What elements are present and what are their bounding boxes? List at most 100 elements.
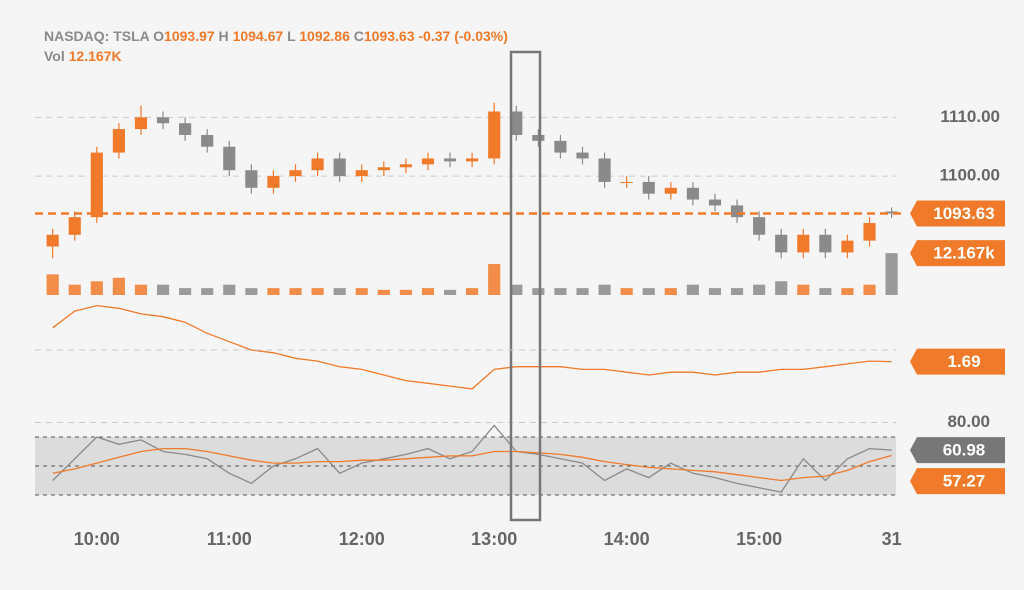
candle-body [775, 234, 788, 253]
y-tick-label: 80.00 [947, 412, 990, 431]
value: 12.167K [68, 48, 122, 64]
volume-bar [90, 281, 103, 295]
candle-body [333, 158, 346, 177]
value: 1093.97 [164, 28, 215, 44]
volume-bar [333, 288, 346, 295]
volume-bar [819, 288, 832, 295]
candle-body [267, 176, 280, 188]
symbol: NASDAQ: TSLA [44, 28, 150, 44]
candle-body [223, 146, 236, 171]
x-tick-label: 10:00 [74, 529, 120, 549]
x-tick-label: 14:00 [604, 529, 650, 549]
volume-bar [355, 288, 368, 295]
candle-body [797, 234, 810, 253]
candle-body [708, 199, 722, 206]
volume-bar [46, 274, 59, 295]
candle-body [399, 164, 412, 168]
volume-bar [488, 264, 501, 295]
key: Vol [44, 48, 65, 64]
value: -0.37 [418, 28, 451, 44]
candle-body [863, 223, 876, 241]
value-badge [910, 468, 1005, 495]
ohlc-line: NASDAQ: TSLA O1093.97 H 1094.67 L 1092.8… [44, 26, 508, 46]
volume-bar [179, 288, 192, 295]
x-tick-label: 13:00 [471, 529, 517, 549]
volume-bar [377, 289, 390, 295]
candle-body [664, 187, 677, 194]
value-badge-label: 60.98 [943, 441, 986, 460]
value-badge [910, 240, 1005, 267]
y-tick-label: 1100.00 [939, 166, 1000, 185]
x-tick-label: 31 [882, 529, 902, 549]
highlight-box [509, 50, 542, 522]
x-tick-label: 11:00 [207, 529, 252, 549]
key: L [287, 28, 296, 44]
candle-body [90, 152, 103, 218]
volume-bar [399, 289, 412, 295]
candle-body [156, 117, 170, 124]
value: (-0.03%) [454, 28, 508, 44]
volume-bar [68, 284, 81, 295]
volume-bar [730, 288, 744, 295]
volume-bar [223, 284, 236, 295]
value-badge-label: 1.69 [947, 352, 980, 371]
candle-body [179, 123, 192, 135]
value-badge [910, 437, 1005, 464]
volume-bar [289, 288, 302, 295]
candle-body [598, 158, 611, 182]
value-badge-label: 12.167k [933, 244, 995, 263]
volume-bar [245, 288, 258, 295]
volume-bar [664, 288, 677, 295]
volume-bar [311, 288, 324, 295]
y-tick-label: 1110.00 [940, 107, 1000, 126]
candle-body [46, 234, 59, 247]
volume-bar [708, 288, 722, 295]
candle-body [68, 217, 81, 235]
candle-body [532, 134, 545, 141]
x-tick-label: 12:00 [339, 529, 385, 549]
volume-bar [863, 284, 876, 295]
volume-bar [466, 288, 479, 295]
candle-body [620, 181, 633, 183]
volume-bar [753, 284, 766, 295]
value-badge-label: 57.27 [943, 472, 986, 491]
value: 1092.86 [299, 28, 350, 44]
volume-bar [134, 284, 148, 295]
rsi-line [52, 424, 892, 493]
candle-body [510, 111, 523, 135]
candle-body [443, 158, 457, 162]
candle-body [686, 187, 699, 200]
volume-bar [112, 277, 125, 295]
value-badge [910, 348, 1005, 375]
volume-bar [443, 289, 457, 295]
volume-bar [267, 288, 280, 295]
volume-bar [775, 281, 788, 295]
candle-body [642, 181, 655, 194]
vol-line: Vol 12.167K [44, 46, 508, 66]
candle-body [488, 111, 501, 159]
header: NASDAQ: TSLA O1093.97 H 1094.67 L 1092.8… [44, 26, 508, 66]
candle-body [355, 170, 368, 177]
volume-bar [642, 288, 655, 295]
value: 1094.67 [232, 28, 284, 44]
volume-bar [201, 288, 214, 295]
x-tick-label: 15:00 [736, 529, 782, 549]
volume-bar [576, 288, 589, 295]
volume-bar [841, 288, 854, 295]
rsi-band [35, 437, 896, 495]
volume-bar [554, 288, 567, 295]
candle-body [289, 170, 302, 177]
volume-bar [797, 284, 810, 295]
candle-body [576, 152, 589, 159]
volume-bar [620, 288, 633, 295]
candle-body [112, 129, 125, 153]
key: O [153, 28, 165, 44]
candle-body [819, 234, 832, 253]
indicator-line [52, 304, 892, 390]
rsi-line [52, 447, 892, 482]
volume-bar [532, 288, 545, 295]
volume-bar [598, 284, 611, 295]
value: 1093.63 [363, 28, 415, 44]
